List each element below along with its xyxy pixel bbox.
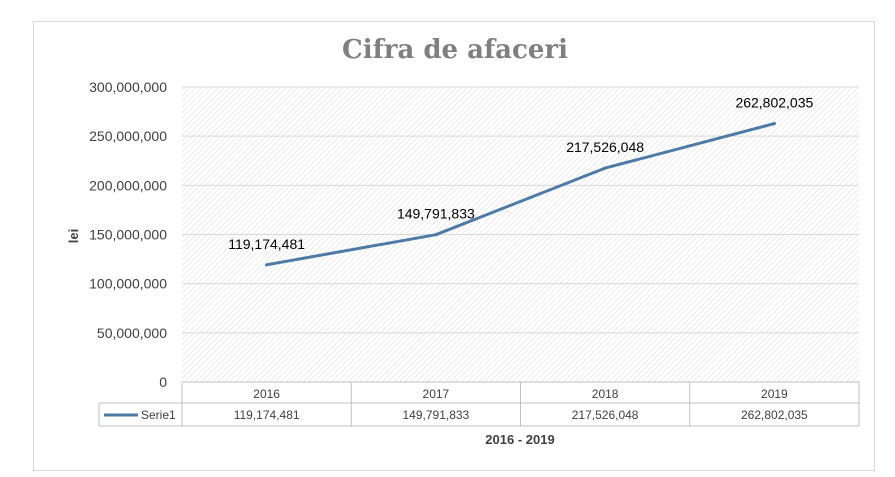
y-tick-label: 200,000,000 xyxy=(89,177,167,193)
data-point xyxy=(772,122,776,126)
y-tick-label: 0 xyxy=(159,374,167,390)
y-tick-label: 100,000,000 xyxy=(89,276,167,292)
data-label: 262,802,035 xyxy=(735,95,813,111)
data-table: 2016 2017 2018 2019 Serie1 119,174,481 149,791… xyxy=(98,381,860,427)
x-category-label: 2017 xyxy=(423,387,450,401)
series-line-serie1 xyxy=(265,122,776,267)
chart-title: Cifra de afaceri xyxy=(342,35,568,65)
data-label: 217,526,048 xyxy=(566,139,644,155)
x-category-label: 2018 xyxy=(592,387,619,401)
y-tick-label: 250,000,000 xyxy=(89,128,167,144)
table-cell-value: 217,526,048 xyxy=(572,408,639,422)
y-tick-label: 300,000,000 xyxy=(89,79,167,95)
x-category-label: 2016 xyxy=(253,387,280,401)
data-label: 149,791,833 xyxy=(397,206,475,222)
x-category-label: 2019 xyxy=(761,387,788,401)
table-cell-value: 149,791,833 xyxy=(403,408,470,422)
y-tick-label: 150,000,000 xyxy=(89,227,167,243)
y-tick-label: 50,000,000 xyxy=(97,325,167,341)
data-point xyxy=(265,263,269,267)
table-cell-value: 262,802,035 xyxy=(741,408,808,422)
data-label: 119,174,481 xyxy=(228,236,305,252)
table-cell-value: 119,174,481 xyxy=(234,408,300,422)
data-point xyxy=(434,233,438,237)
data-point xyxy=(603,166,607,170)
legend-series-name: Serie1 xyxy=(141,408,176,422)
y-axis-title: lei xyxy=(66,229,81,243)
x-axis-title: 2016 - 2019 xyxy=(485,432,554,447)
